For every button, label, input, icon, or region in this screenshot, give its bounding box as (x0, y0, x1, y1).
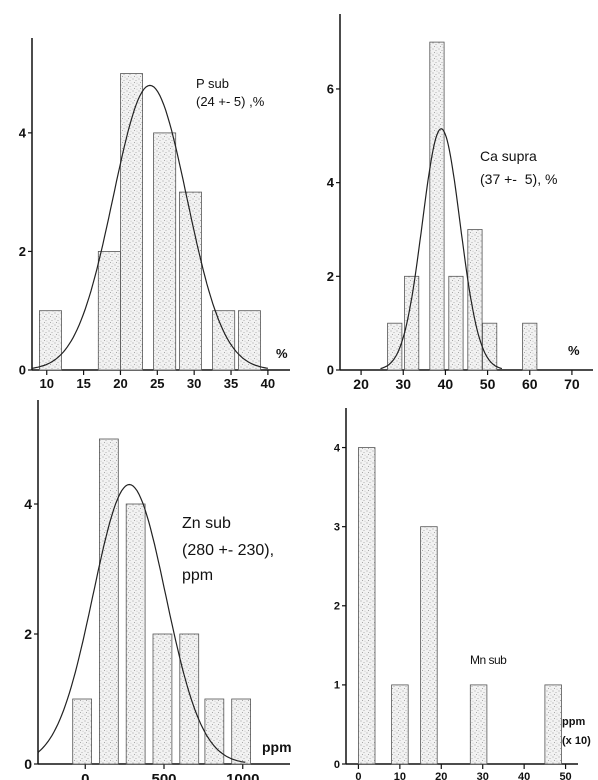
chart-title: Zn sub (182, 515, 231, 532)
y-tick-label: 2 (19, 244, 26, 259)
x-tick-label: 40 (438, 376, 454, 392)
y-tick-label: 0 (327, 363, 334, 378)
y-tick-label: 0 (19, 363, 26, 378)
histogram-bar (482, 322, 498, 371)
chart-title: Mn sub (470, 653, 507, 667)
histogram-bar (429, 41, 445, 371)
x-tick-label: 30 (395, 376, 411, 392)
x-tick-label: 0 (355, 771, 361, 780)
y-tick-label: 4 (334, 442, 341, 454)
y-tick-label: 0 (334, 759, 340, 771)
chart-title: Ca supra (480, 148, 537, 164)
y-tick-label: 3 (334, 522, 340, 534)
histogram-bar (120, 73, 144, 371)
histogram-bar (212, 310, 236, 371)
x-tick-label: 1000 (226, 771, 259, 780)
y-tick-label: 2 (24, 626, 32, 642)
histogram-bar (97, 250, 121, 371)
histogram-bar (231, 698, 251, 765)
x-tick-label: 15 (76, 376, 90, 391)
x-tick-label: 0 (81, 771, 89, 780)
histogram-bar (125, 503, 146, 765)
chart-panel-mn-sub: 0 10 20 30 40 50 0 1 2 3 4 Mn sub ppm (x 10) (334, 408, 591, 780)
histogram-bar (448, 275, 464, 371)
histogram-bar (153, 132, 177, 371)
chart-subtitle: (37 +- 5), % (480, 171, 557, 187)
y-tick-label: 4 (327, 175, 335, 190)
x-tick-label: 60 (522, 376, 538, 392)
x-tick-label: 20 (435, 771, 447, 780)
histogram-bar (99, 438, 119, 765)
unit-label: ppm (182, 567, 213, 584)
x-tick-label: 10 (394, 771, 406, 780)
x-tick-label: 30 (477, 771, 489, 780)
x-tick-label: 10 (40, 376, 54, 391)
histogram-bar (404, 275, 420, 371)
y-tick-label: 6 (327, 81, 334, 96)
histogram-bar (522, 322, 538, 371)
x-axis-label: ppm (262, 739, 292, 755)
y-tick-label: 1 (334, 680, 340, 692)
histogram-bar (391, 684, 409, 765)
x-axis-label: % (568, 343, 580, 358)
histogram-bar (39, 310, 62, 371)
histogram-bar (237, 310, 261, 371)
histogram-bar (467, 229, 483, 371)
normal-fit-curve (380, 128, 503, 370)
y-tick-label: 4 (24, 496, 32, 512)
normal-fit-curve (37, 483, 246, 763)
y-tick-label: 0 (24, 756, 32, 772)
y-tick-label: 2 (327, 269, 334, 284)
histogram-bar (357, 447, 376, 765)
histogram-bar (204, 698, 225, 765)
histogram-bar (387, 322, 403, 371)
chart-subtitle: (24 +- 5) ,% (196, 94, 265, 109)
x-axis-note: (x 10) (562, 735, 591, 747)
chart-panel-p-sub: 10 15 20 25 30 35 40 0 2 4 P sub (24 +- 5) ,% % (19, 38, 290, 391)
histogram-bar (420, 526, 438, 765)
chart-title: P sub (196, 76, 229, 91)
x-tick-label: 25 (150, 376, 164, 391)
chart-subtitle: (280 +- 230), (182, 542, 274, 559)
normal-fit-curve (31, 84, 268, 369)
x-tick-label: 40 (518, 771, 530, 780)
x-tick-label: 50 (559, 771, 571, 780)
x-tick-label: 70 (564, 376, 580, 392)
y-tick-label: 2 (334, 601, 340, 613)
x-tick-label: 30 (187, 376, 201, 391)
histogram-bar (469, 684, 488, 765)
x-tick-label: 35 (224, 376, 238, 391)
x-tick-label: 40 (261, 376, 275, 391)
histogram-bar (179, 633, 200, 765)
x-tick-label: 20 (113, 376, 127, 391)
y-tick-label: 4 (19, 125, 27, 140)
x-tick-label: 500 (151, 771, 176, 780)
x-axis-label: ppm (562, 716, 585, 728)
chart-panel-ca-supra: 20 30 40 50 60 70 0 2 4 6 Ca supra (37 +- 5), % % (327, 14, 593, 392)
x-tick-label: 20 (353, 376, 369, 392)
histogram-bar (72, 698, 92, 765)
chart-panel-zn-sub: 0 500 1000 0 2 4 Zn sub (280 +- 230), ppm ppm (24, 400, 292, 780)
x-tick-label: 50 (480, 376, 496, 392)
x-axis-label: % (276, 346, 288, 361)
histogram-bar (152, 633, 173, 765)
histogram-bar (178, 191, 202, 371)
histogram-bar (544, 684, 562, 765)
